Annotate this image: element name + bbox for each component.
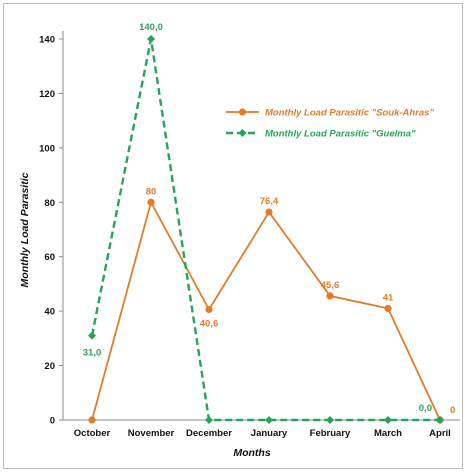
chart-frame: 0 20 40 60 80 100 120 140 October November Decemb… [3, 3, 463, 469]
data-label: 31,0 [83, 348, 102, 359]
data-point [205, 305, 213, 314]
x-tick-label: December [186, 428, 232, 439]
data-point [384, 416, 392, 424]
legend-marker-guelma [238, 129, 247, 137]
data-label: 80 [146, 186, 157, 197]
x-tick-label: October [74, 428, 111, 439]
data-label: 76,4 [260, 196, 279, 207]
data-labels: 80 40,6 76,4 45,6 41 0 31,0 140,0 0,0 [83, 22, 456, 416]
data-label: 41 [383, 292, 394, 303]
y-tick-label: 0 [50, 416, 55, 427]
y-tick-label: 120 [39, 89, 55, 100]
data-point [436, 416, 444, 424]
data-label: 0,0 [419, 403, 432, 414]
y-tick-label: 80 [44, 198, 55, 209]
y-tick-label: 100 [39, 143, 55, 154]
y-tick-label: 60 [44, 252, 55, 263]
x-axis-title: Months [233, 447, 270, 459]
x-tick-label: February [310, 428, 351, 439]
y-tick-label: 20 [44, 361, 55, 372]
data-label: 45,6 [321, 280, 340, 291]
y-tick-label: 140 [39, 35, 55, 46]
legend-label-guelma: Monthly Load Parasitic "Guelma" [265, 129, 416, 140]
data-label: 0 [450, 405, 455, 416]
data-point [88, 416, 96, 424]
x-tick-label: January [251, 428, 288, 439]
x-tick-label: March [374, 428, 402, 439]
data-label: 140,0 [139, 22, 163, 33]
data-point [88, 331, 96, 340]
data-point [147, 35, 155, 43]
y-axis-title: Monthly Load Parasitic [19, 172, 31, 287]
data-label: 40,6 [200, 319, 219, 330]
data-point [265, 416, 273, 424]
legend-label-souk-ahras: Monthly Load Parasitic "Souk-Ahras" [265, 108, 434, 119]
data-point [326, 416, 334, 424]
series-layer [88, 35, 444, 424]
data-point [265, 208, 273, 216]
data-point [384, 304, 392, 313]
y-tick-label: 40 [44, 307, 55, 318]
line-chart: 0 20 40 60 80 100 120 140 October November Decemb… [19, 22, 460, 459]
x-tick-label: April [429, 428, 451, 439]
x-axis-ticks: October November December January February Ma… [74, 428, 451, 439]
x-tick-label: November [128, 428, 175, 439]
data-point [147, 198, 155, 206]
data-point [326, 292, 334, 300]
legend: Monthly Load Parasitic "Souk-Ahras" Mont… [226, 108, 434, 140]
legend-marker-souk-ahras [238, 108, 247, 116]
data-point [205, 416, 213, 424]
y-axis-ticks: 0 20 40 60 80 100 120 140 [39, 35, 63, 427]
